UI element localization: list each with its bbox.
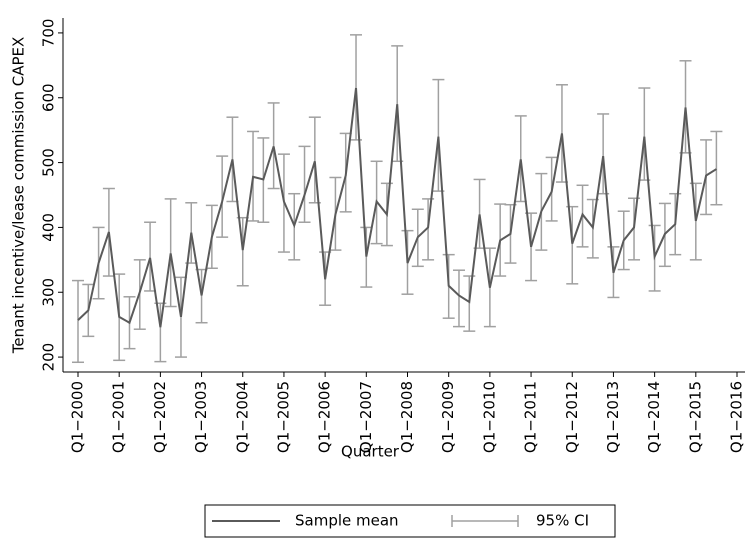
x-axis-title: Quarter: [341, 443, 400, 461]
legend-box: [204, 504, 616, 538]
x-tick-label: Q1−2011: [522, 381, 540, 453]
x-tick-label: Q1−2009: [439, 381, 457, 453]
x-tick-label: Q1−2013: [604, 381, 622, 453]
y-axis-title: Tenant incentive/lease commission CAPEX: [10, 37, 28, 355]
x-tick-label: Q1−2000: [69, 381, 87, 453]
x-tick-label: Q1−2008: [398, 381, 416, 453]
x-tick-label: Q1−2003: [192, 381, 210, 453]
x-tick-label: Q1−2014: [645, 381, 663, 453]
x-tick-label: Q1−2002: [151, 381, 169, 453]
y-tick-label: 600: [40, 83, 58, 112]
x-tick-label: Q1−2015: [686, 381, 704, 453]
y-tick-label: 200: [40, 343, 58, 372]
legend-label: Sample mean: [295, 512, 399, 530]
mean-line: [77, 87, 717, 328]
x-tick-label: Q1−2010: [480, 381, 498, 453]
y-tick-label: 700: [40, 19, 58, 48]
x-tick-label: Q1−2012: [563, 381, 581, 453]
x-tick-label: Q1−2016: [728, 381, 745, 453]
x-tick-label: Q1−2005: [274, 381, 292, 453]
y-tick-label: 400: [40, 213, 58, 242]
y-tick-label: 300: [40, 278, 58, 307]
y-tick-label: 500: [40, 148, 58, 177]
legend-label: 95% CI: [536, 512, 589, 530]
x-tick-label: Q1−2001: [110, 381, 128, 453]
x-tick-label: Q1−2004: [233, 381, 251, 453]
x-tick-label: Q1−2007: [357, 381, 375, 453]
x-tick-label: Q1−2006: [316, 381, 334, 453]
